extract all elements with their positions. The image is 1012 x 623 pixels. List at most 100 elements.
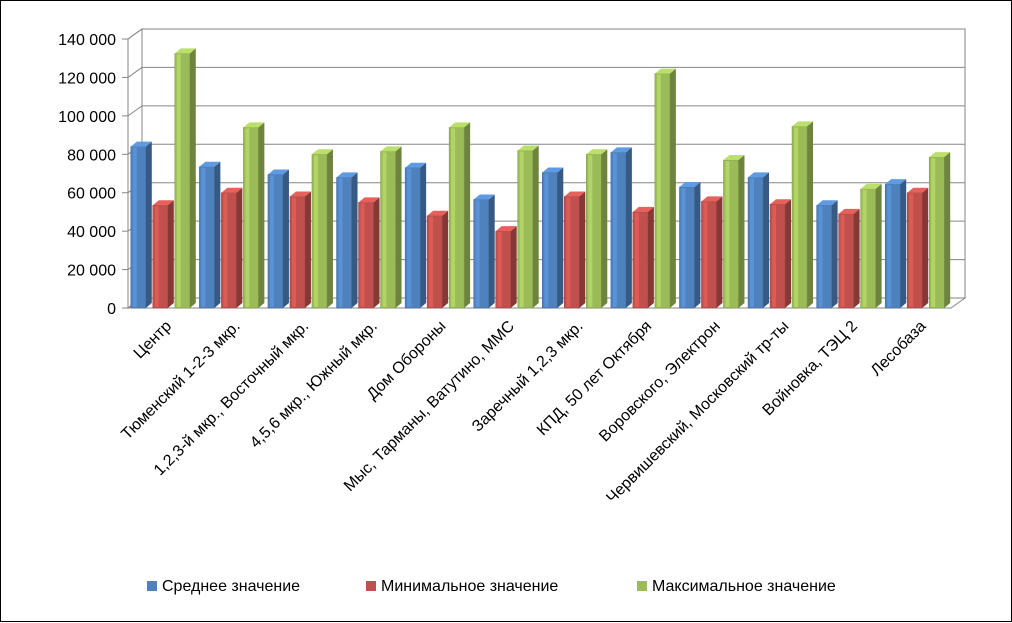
bar-highlight xyxy=(612,153,617,307)
bar-3-1 xyxy=(174,48,196,309)
bar-highlight xyxy=(313,155,318,307)
y-tick-label: 80 000 xyxy=(67,147,116,164)
bar-side xyxy=(669,68,676,308)
bar-3-9 xyxy=(723,155,745,309)
bar-1-10 xyxy=(747,172,770,309)
bar-side xyxy=(420,162,427,308)
legend-item-1: Среднее значение xyxy=(147,578,300,595)
bar-side xyxy=(579,191,586,308)
bar-top xyxy=(723,155,745,161)
bar-side xyxy=(922,187,929,308)
y-axis-tick-labels: 0 20 000 40 000 60 000 80 000 100 000 120 000 1… xyxy=(58,32,116,318)
bar-side xyxy=(236,187,243,308)
bar-top xyxy=(473,194,495,200)
bar-2-4 xyxy=(358,197,380,309)
bar-highlight xyxy=(566,197,571,307)
bar-top xyxy=(130,141,152,147)
bar-top xyxy=(838,208,860,214)
bar-3-4 xyxy=(380,146,402,309)
bar-1-2 xyxy=(199,161,221,309)
bar-highlight xyxy=(497,232,502,307)
x-category-label: Центр xyxy=(131,318,175,362)
bar-side xyxy=(807,121,814,308)
bar-side xyxy=(900,179,907,308)
bars xyxy=(130,48,951,309)
bar-top xyxy=(792,121,814,127)
bar-top xyxy=(152,200,174,206)
bar-highlight xyxy=(634,212,639,307)
bar-highlight xyxy=(176,54,181,308)
bar-highlight xyxy=(451,128,456,307)
bar-top xyxy=(860,183,882,189)
bar-highlight xyxy=(338,178,343,307)
bar-top xyxy=(770,199,792,205)
bar-3-3 xyxy=(311,149,333,309)
gridline xyxy=(127,105,965,117)
bar-2-8 xyxy=(632,206,654,309)
bar-1-1 xyxy=(130,141,152,309)
bar-highlight xyxy=(703,202,708,307)
bar-2-1 xyxy=(152,200,174,309)
x-category-label: Воровского, Электрон xyxy=(596,318,724,446)
bar-top xyxy=(427,210,449,216)
bar-top xyxy=(243,122,265,128)
bar-top xyxy=(405,162,427,168)
bar-highlight xyxy=(201,167,206,307)
bar-1-5 xyxy=(404,162,427,309)
bar-side xyxy=(488,194,495,308)
bar-top xyxy=(654,68,676,74)
bar-top xyxy=(311,149,333,155)
bar-2-6 xyxy=(495,226,517,309)
bar-side xyxy=(831,200,838,308)
y-tick-label: 100 000 xyxy=(58,109,116,126)
bar-side xyxy=(395,146,402,308)
bar-2-2 xyxy=(221,187,243,309)
x-category-label: КПД, 50 лет Октября xyxy=(534,318,655,439)
bar-3-8 xyxy=(654,68,676,309)
bar-highlight xyxy=(475,200,480,307)
bar-top xyxy=(199,161,221,167)
bar-3-2 xyxy=(243,122,265,309)
bar-highlight xyxy=(269,175,274,307)
bar-side xyxy=(647,206,654,308)
bar-top xyxy=(380,146,402,152)
y-tick-label: 120 000 xyxy=(58,70,116,87)
bar-highlight xyxy=(931,158,936,307)
bar-3-5 xyxy=(448,122,471,309)
legend-item-2: Минимальное значение xyxy=(366,578,558,595)
bar-top xyxy=(517,145,539,151)
bar-top xyxy=(289,191,311,197)
bar-side xyxy=(214,161,221,308)
bar-highlight xyxy=(818,206,823,307)
bar-highlight xyxy=(223,193,228,307)
bar-side xyxy=(282,169,289,308)
bar-side xyxy=(351,172,358,308)
bar-top xyxy=(929,152,951,158)
bar-side xyxy=(557,167,564,308)
bar-highlight xyxy=(407,168,412,307)
bar-top xyxy=(816,200,838,206)
bar-side xyxy=(944,152,951,308)
legend-swatch xyxy=(147,581,157,591)
y-tick-label: 40 000 xyxy=(67,224,116,241)
bar-side xyxy=(875,183,882,308)
bar-side xyxy=(738,155,745,308)
bar-2-5 xyxy=(426,210,449,309)
bar-top xyxy=(336,172,358,178)
bar-top xyxy=(748,172,770,178)
bar-side xyxy=(464,122,471,308)
gridline xyxy=(127,28,965,40)
bar-highlight xyxy=(681,187,686,307)
bar-3-7 xyxy=(586,149,608,309)
bar-highlight xyxy=(794,127,799,307)
bar-highlight xyxy=(360,203,365,307)
bar-2-9 xyxy=(701,196,723,309)
x-category-label: Лесобаза xyxy=(868,318,930,380)
bar-side xyxy=(601,149,608,308)
bar-top xyxy=(267,169,289,175)
legend: Среднее значение Минимальное значение Макс… xyxy=(147,578,836,595)
bar-top xyxy=(586,149,608,155)
bar-highlight xyxy=(132,147,137,307)
